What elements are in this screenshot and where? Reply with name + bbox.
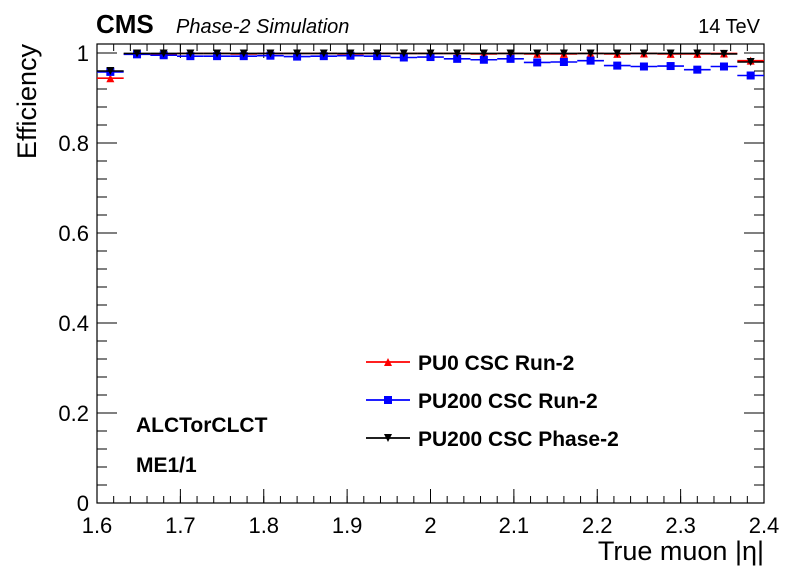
data-point (399, 53, 408, 62)
data-point (426, 49, 435, 58)
data-point (506, 54, 515, 63)
x-tick-label: 2 (424, 513, 436, 538)
data-point (746, 58, 755, 66)
legend-label: PU200 CSC Run-2 (418, 390, 598, 413)
data-point (586, 49, 595, 58)
legend-marker (384, 396, 392, 404)
data-point (159, 49, 168, 58)
series-2 (97, 49, 764, 75)
data-point (693, 65, 702, 74)
data-point (559, 58, 568, 66)
y-tick-label: 0.8 (58, 131, 89, 156)
x-tick-label: 1.6 (82, 513, 113, 538)
data-point (213, 49, 222, 58)
x-tick-label: 2.1 (499, 513, 530, 538)
data-point (693, 49, 702, 58)
data-point (613, 61, 622, 70)
data-point (479, 49, 488, 58)
axes: 1.6 1.7 1.8 1.9 2 2.1 2.2 2.3 2.4 0 0.2 0.4 0.6 0.8 1 (58, 41, 779, 538)
data-point (346, 49, 355, 58)
x-tick-label: 2.3 (665, 513, 696, 538)
x-tick-label: 2.4 (749, 513, 780, 538)
subtitle-label: Phase-2 Simulation (176, 16, 349, 38)
data-point (239, 49, 248, 58)
data-point (133, 49, 142, 58)
annotation-selection: ALCTorCLCT (136, 414, 268, 437)
data-point (186, 49, 195, 58)
y-tick-label: 1 (77, 41, 89, 66)
annotation-chamber: ME1/1 (136, 454, 197, 477)
legend-marker (384, 358, 392, 366)
legend-label: PU200 CSC Phase-2 (418, 428, 619, 451)
data-point (533, 58, 542, 67)
series-layer (97, 49, 764, 83)
energy-label: 14 TeV (698, 16, 761, 38)
data-point (586, 56, 595, 65)
data-point (399, 49, 408, 58)
x-tick-label: 1.7 (165, 513, 196, 538)
data-point (719, 62, 728, 71)
y-tick-label: 0.4 (58, 311, 89, 336)
data-point (106, 74, 115, 83)
x-tick-label: 1.8 (248, 513, 279, 538)
data-point (479, 55, 488, 64)
data-point (453, 54, 462, 63)
legend: PU0 CSC Run-2 PU200 CSC Run-2 PU200 CSC Ph… (366, 352, 619, 451)
legend-marker (384, 434, 392, 442)
y-axis-title: Efficiency (12, 44, 42, 160)
legend-label: PU0 CSC Run-2 (418, 352, 574, 375)
data-point (319, 49, 328, 58)
data-point (106, 67, 115, 75)
y-tick-label: 0 (77, 491, 89, 516)
data-point (533, 49, 542, 58)
data-point (266, 49, 275, 58)
x-axis-title: True muon |η| (598, 536, 764, 566)
x-tick-label: 1.9 (332, 513, 363, 538)
data-point (559, 49, 568, 58)
x-tick-label: 2.2 (582, 513, 613, 538)
y-tick-label: 0.2 (58, 401, 89, 426)
data-point (746, 71, 755, 80)
data-point (373, 49, 382, 58)
data-point (666, 49, 675, 58)
data-point (293, 49, 302, 58)
data-point (639, 62, 648, 71)
experiment-label: CMS (96, 9, 154, 39)
data-point (613, 49, 622, 58)
data-point (453, 49, 462, 58)
data-point (506, 49, 515, 58)
data-point (719, 49, 728, 58)
y-tick-label: 0.6 (58, 221, 89, 246)
data-point (639, 49, 648, 58)
data-point (666, 62, 675, 71)
